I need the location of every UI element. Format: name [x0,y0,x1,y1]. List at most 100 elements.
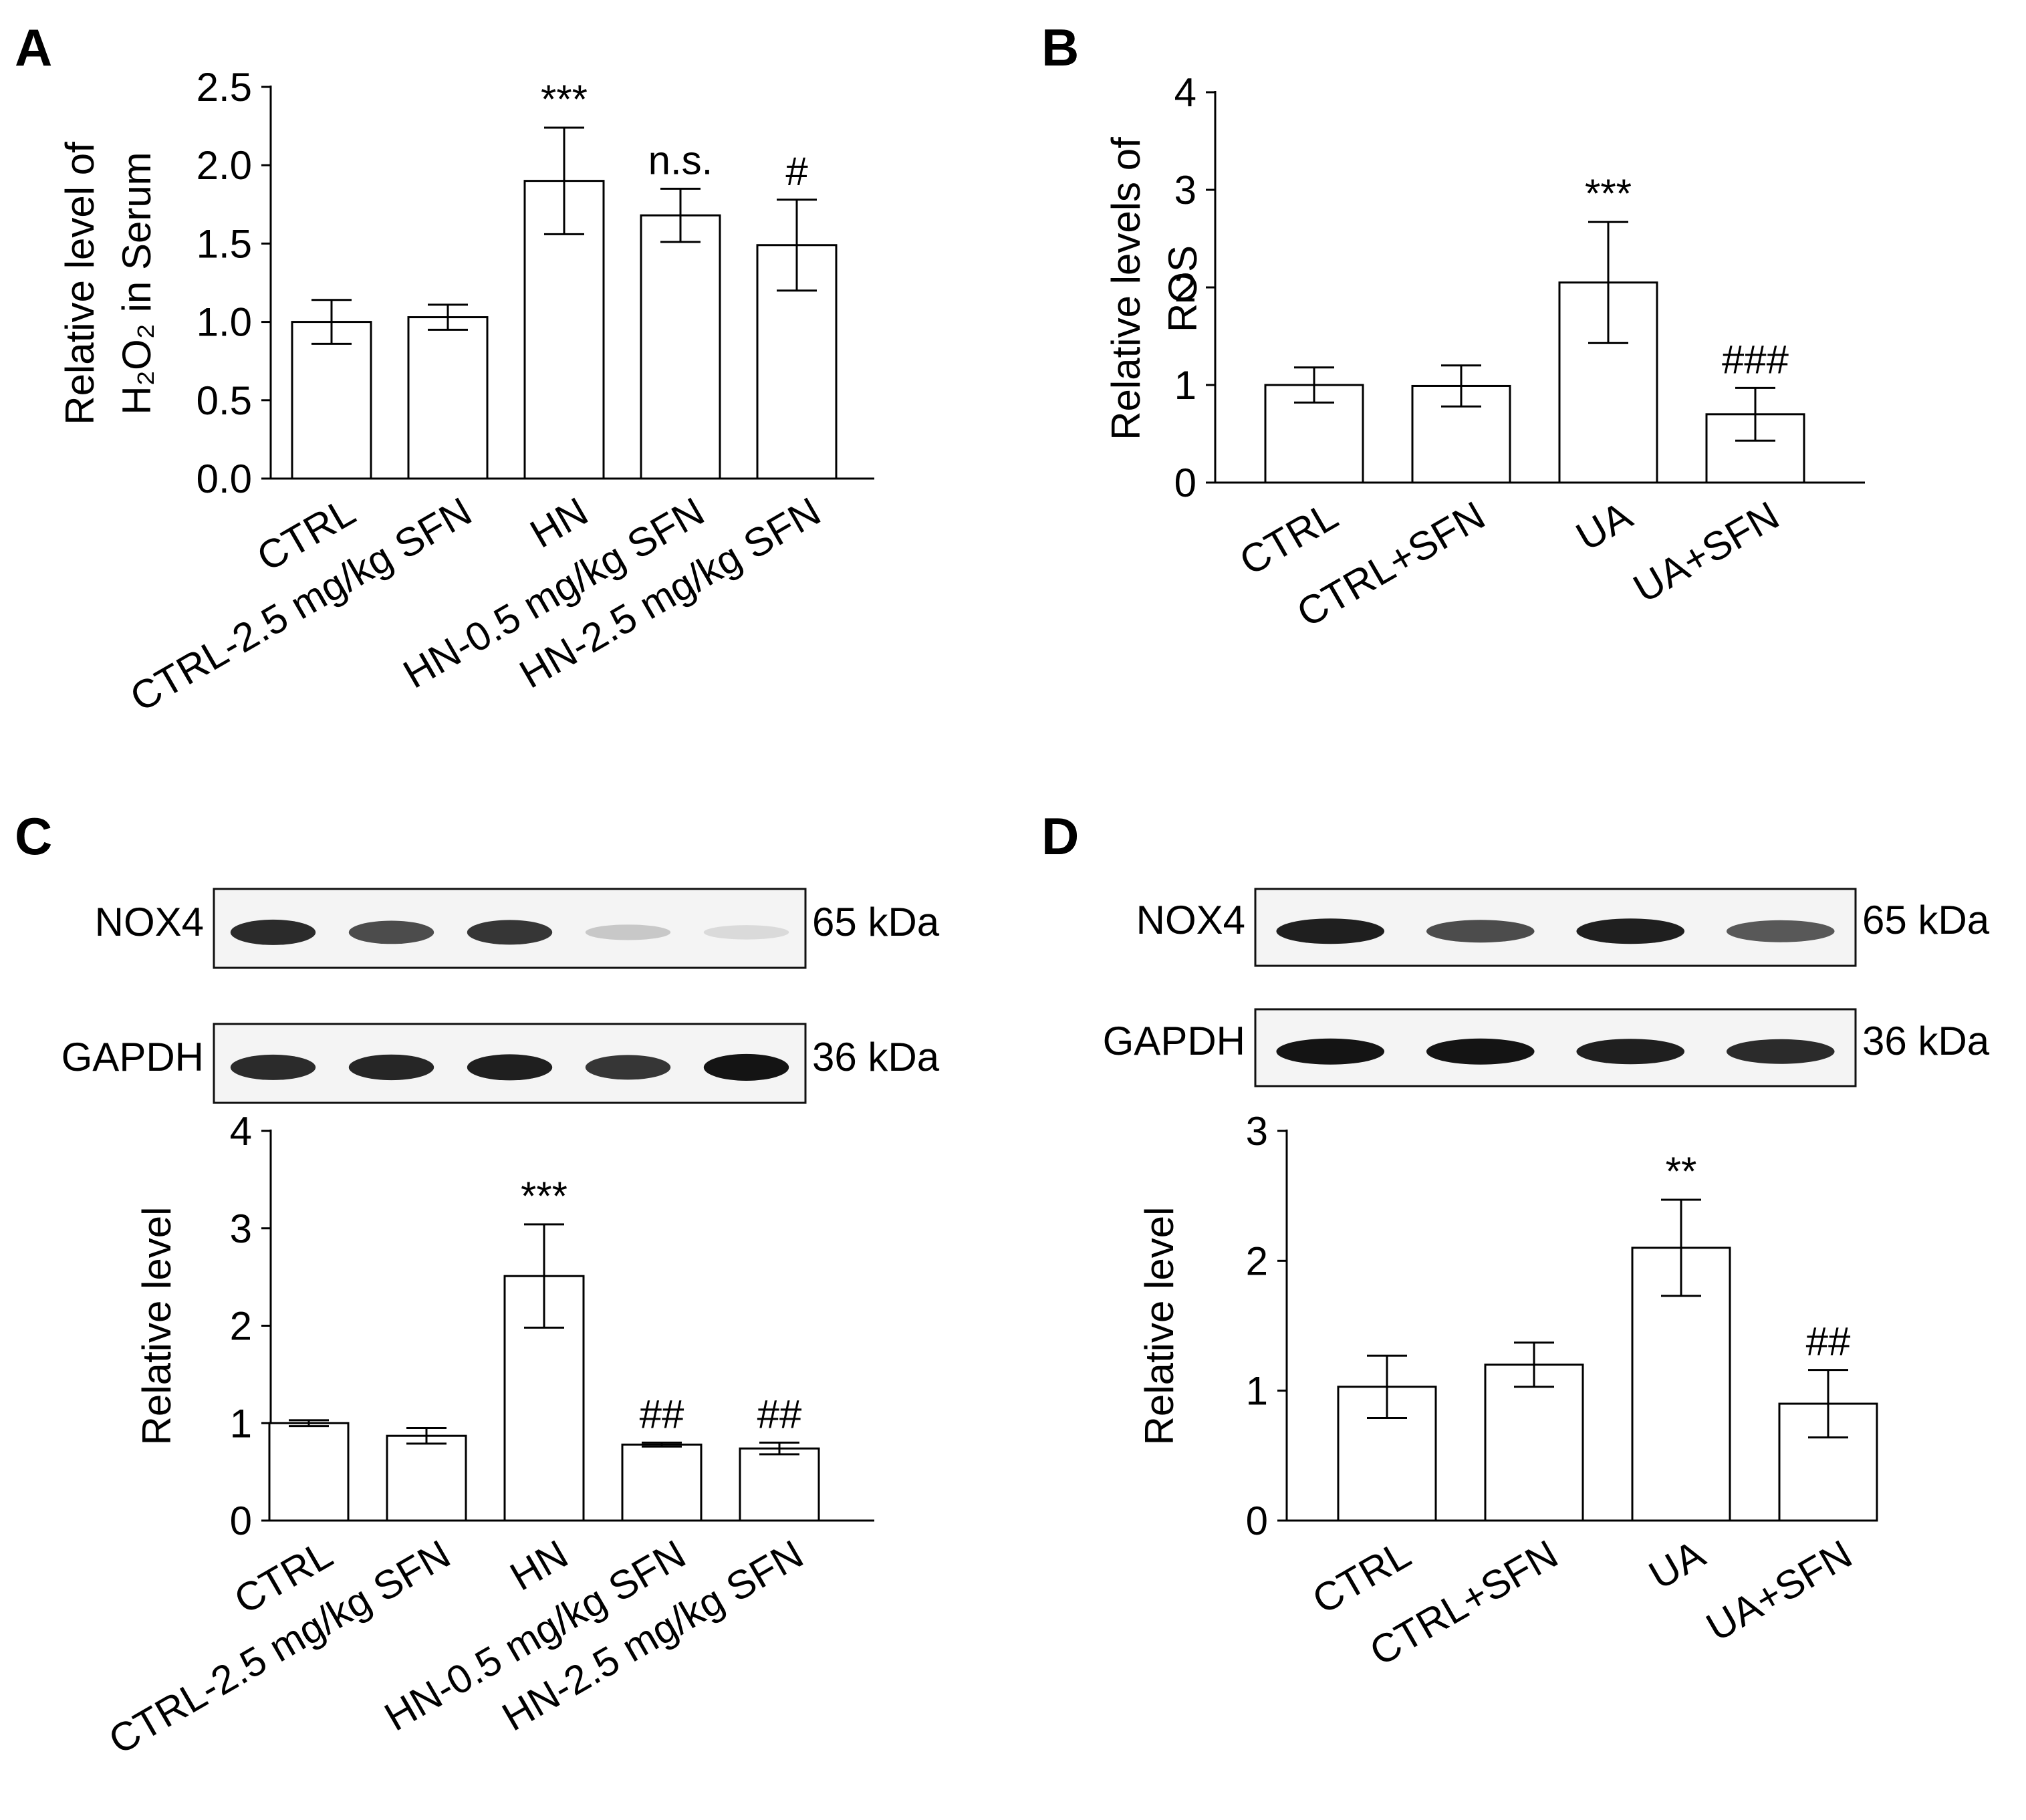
error-bar [660,187,701,243]
x-tick-label: CTRL [1232,493,1345,583]
error-bar [544,126,584,235]
significance-label: # [785,149,808,194]
blot-gapdh: GAPDH 36 kDa [1103,1008,1990,1087]
y-axis-label: Relative level [134,1207,179,1446]
bar [407,316,489,480]
blot-band [1726,920,1835,942]
blot-size: 65 kDa [1862,898,1990,942]
blot-band [1726,1039,1835,1064]
y-tick-label: 1 [230,1401,252,1446]
significance-label: ## [640,1392,684,1436]
significance-label: n.s. [648,138,713,182]
x-tick-label: HN [503,1531,576,1599]
panel-letter-c: C [15,807,52,866]
y-tick-label: 0 [1246,1499,1268,1543]
blot-size: 65 kDa [812,900,940,944]
blot-gapdh: GAPDH 36 kDa [61,1023,940,1104]
blot-size: 36 kDa [1862,1019,1990,1063]
blot-band [230,919,316,945]
blot-band [1576,1039,1685,1065]
blot-band [1426,1038,1535,1065]
bar [291,321,372,480]
bar [268,1422,350,1522]
blot-label: GAPDH [61,1035,204,1079]
blot-label: NOX4 [95,900,204,944]
blot-band [348,920,434,944]
y-tick-label: 2.0 [197,143,252,188]
y-tick-label: 4 [1174,70,1196,115]
blot-band [703,925,789,940]
y-tick-label: 0 [1174,461,1196,505]
error-bar [1367,1354,1407,1419]
y-tick-label: 3 [1174,168,1196,213]
blot-band [348,1054,434,1081]
error-bar [1514,1341,1554,1388]
figure-content: A 0.0 0.5 1.0 1.5 2.0 2.5 Relative level of H₂O₂… [15,18,1990,1763]
y-axis-label: Relative level [1137,1207,1182,1446]
blot-band [230,1054,316,1080]
blot-nox4: NOX4 65 kDa [1136,888,1990,967]
error-bar [777,199,817,292]
error-bar [1588,221,1628,344]
bar [640,214,721,480]
error-bar [642,1441,682,1448]
error-bar [1441,364,1481,408]
x-tick-label: CTRL [1305,1531,1418,1622]
significance-label: *** [1585,171,1632,216]
blot-band [1426,920,1535,943]
blot-band [1576,918,1685,944]
panel-letter-a: A [15,18,52,77]
error-bar [289,1419,329,1428]
blot-band [585,924,671,940]
y-axis-label: H₂O₂ in Serum [114,152,159,414]
blot-band [467,1054,553,1081]
blot-band [1276,918,1385,944]
error-bar [406,1427,447,1445]
y-tick-label: 1 [1174,363,1196,408]
y-tick-label: 2 [1246,1239,1268,1283]
panel-c: C NOX4 65 kDa GAPDH 36 kDa 0 1 2 3 4 Relative leve… [15,807,940,1763]
y-tick-label: 1.5 [197,221,252,266]
x-tick-label: HN [523,489,596,556]
blot-band [467,920,553,945]
blot-band [703,1053,789,1081]
panel-d: D NOX4 65 kDa GAPDH 36 kDa 0 1 2 3 Relative level… [1041,807,1990,1674]
y-tick-label: 2 [1174,265,1196,310]
y-tick-label: 0.0 [197,457,252,501]
panel-a: A 0.0 0.5 1.0 1.5 2.0 2.5 Relative level of H₂O₂… [15,18,874,721]
significance-label: ## [757,1392,802,1436]
y-tick-label: 0 [230,1499,252,1543]
bar [1484,1363,1584,1522]
y-tick-label: 3 [230,1206,252,1251]
blot-label: NOX4 [1136,898,1245,942]
error-bar [524,1223,564,1329]
error-bar [1661,1198,1701,1297]
bar [739,1447,820,1522]
blot-band [585,1055,671,1080]
y-tick-label: 1.0 [197,300,252,345]
significance-label: ### [1722,337,1789,382]
blot-band [1276,1038,1385,1065]
y-tick-label: 2 [230,1304,252,1349]
error-bar [428,303,468,331]
y-tick-label: 4 [230,1109,252,1154]
x-tick-label: UA+SFN [1699,1531,1860,1650]
y-axis-label: ROS [1160,245,1205,332]
significance-label: ## [1806,1319,1851,1364]
error-bar [1735,386,1775,442]
blot-label: GAPDH [1103,1019,1245,1063]
error-bar [1294,366,1334,404]
significance-label: ** [1666,1149,1697,1194]
error-bar [311,299,352,345]
y-axis-label: Relative levels of [1104,137,1148,440]
y-tick-label: 2.5 [197,65,252,110]
error-bar [759,1441,799,1456]
significance-label: *** [521,1174,567,1218]
y-axis-label: Relative level of [57,142,102,425]
y-tick-label: 3 [1246,1109,1268,1154]
panel-letter-b: B [1041,18,1079,77]
panel-letter-d: D [1041,807,1079,866]
bar [386,1434,467,1522]
